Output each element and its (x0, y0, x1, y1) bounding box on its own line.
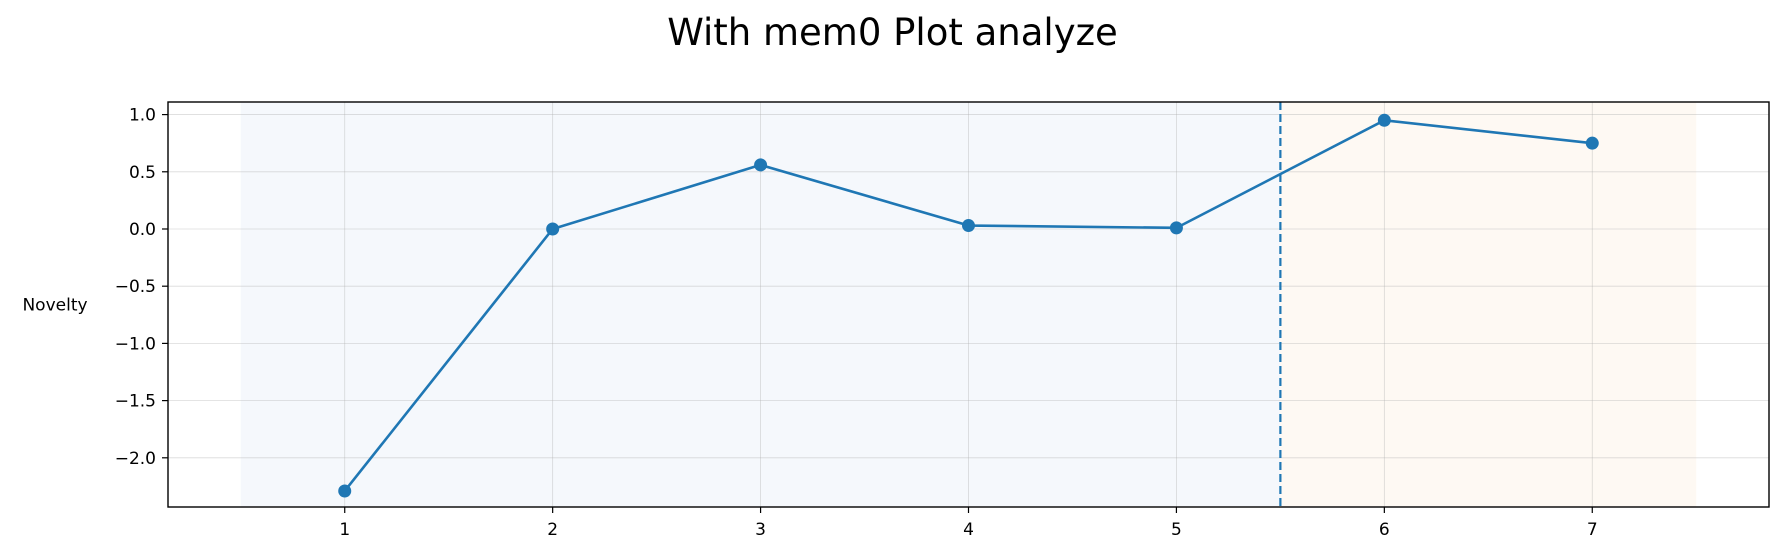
data-point-5 (1169, 221, 1183, 235)
data-point-2 (546, 222, 560, 236)
y-tick-label: 0.5 (129, 163, 156, 183)
chart-title: With mem0 Plot analyze (667, 11, 1118, 54)
y-tick-label: −0.5 (115, 277, 156, 297)
x-tick-label: 2 (547, 520, 558, 540)
x-tick-label: 4 (963, 520, 974, 540)
shaded-region-2 (1280, 102, 1697, 507)
data-point-1 (338, 484, 352, 498)
data-point-7 (1585, 136, 1599, 150)
y-axis-label: Novelty (22, 296, 87, 316)
x-tick-label: 7 (1587, 520, 1598, 540)
y-tick-label: 1.0 (129, 106, 156, 126)
y-tick-label: −1.0 (115, 334, 156, 354)
y-tick-label: −2.0 (115, 449, 156, 469)
x-tick-label: 1 (339, 520, 350, 540)
x-tick-label: 3 (755, 520, 766, 540)
data-point-6 (1377, 113, 1391, 127)
x-tick-label: 6 (1379, 520, 1390, 540)
y-tick-label: 0.0 (129, 220, 156, 240)
y-tick-label: −1.5 (115, 392, 156, 412)
data-point-4 (962, 219, 975, 233)
x-tick-label: 5 (1171, 520, 1182, 540)
data-point-3 (754, 158, 768, 172)
